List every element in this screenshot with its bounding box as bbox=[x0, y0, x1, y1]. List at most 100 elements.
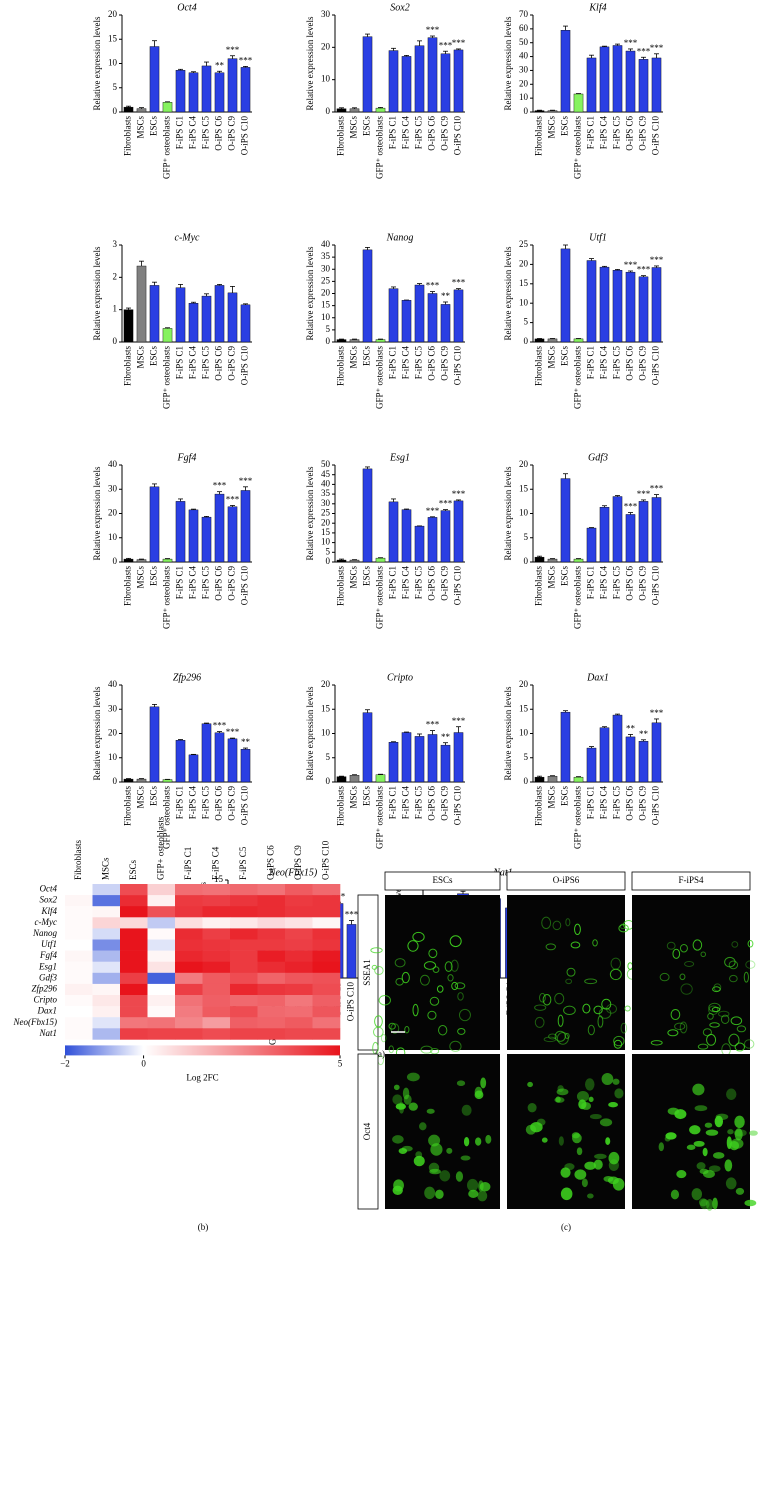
cell-blob bbox=[449, 935, 462, 948]
row-header-box bbox=[357, 1053, 379, 1210]
x-tick-label: GFP⁺ osteoblasts bbox=[375, 116, 385, 180]
heat-cell bbox=[147, 1017, 176, 1029]
chart-title: Neo(Fbx15) bbox=[268, 867, 318, 878]
x-tick-label: F-iPS C1 bbox=[586, 786, 596, 819]
x-tick-label: F-iPS C5 bbox=[612, 566, 622, 600]
cell-blob bbox=[609, 968, 622, 981]
x-tick-label: F-iPS C4 bbox=[188, 116, 198, 150]
error-bar bbox=[641, 56, 646, 60]
cell-blob bbox=[606, 1003, 617, 1014]
x-tick-label: F-iPS C5 bbox=[612, 346, 622, 380]
y-tick-label: 10 bbox=[321, 537, 331, 547]
column-label: O-iPS C6 bbox=[265, 845, 275, 880]
y-axis-label: Relative expression levels bbox=[92, 466, 102, 560]
error-bar bbox=[139, 260, 144, 267]
heat-cell bbox=[230, 972, 258, 985]
heat-cell bbox=[120, 917, 148, 929]
error-bar bbox=[378, 107, 383, 109]
significance-label: ** bbox=[626, 724, 636, 734]
heat-cell bbox=[230, 983, 258, 996]
heat-cell bbox=[65, 1017, 93, 1029]
cell-blob bbox=[599, 1118, 613, 1127]
cell-blob bbox=[424, 1186, 436, 1200]
column-header: O-iPS6 bbox=[553, 875, 580, 885]
heat-cell bbox=[65, 950, 93, 962]
heat-cell bbox=[147, 950, 176, 962]
colorbar-label: Log 2FC bbox=[186, 1072, 218, 1082]
cell-blob bbox=[689, 1125, 701, 1135]
heat-cell bbox=[65, 928, 93, 940]
bar bbox=[214, 493, 225, 563]
cell-blob bbox=[392, 1135, 404, 1144]
x-tick-label: MSCs bbox=[349, 786, 359, 809]
cell-blob bbox=[594, 1153, 607, 1160]
cell-blob bbox=[698, 1198, 708, 1207]
y-tick-label: 5 bbox=[524, 317, 529, 327]
heat-cell bbox=[257, 983, 286, 996]
y-tick-label: 30 bbox=[321, 498, 331, 508]
x-tick-label: F-iPS C1 bbox=[586, 116, 596, 149]
error-bar bbox=[602, 45, 607, 47]
x-tick-label: ESCs bbox=[149, 566, 159, 587]
x-tick-label: F-iPS C4 bbox=[188, 346, 198, 380]
heat-cell bbox=[202, 1006, 231, 1018]
error-bar bbox=[417, 283, 422, 286]
cell-blob bbox=[696, 1162, 706, 1170]
column-label: F-iPS C4 bbox=[210, 846, 220, 880]
x-tick-label: O-iPS C6 bbox=[427, 116, 437, 151]
y-axis-label: Relative expression levels bbox=[503, 466, 513, 560]
x-tick-label: O-iPS C6 bbox=[625, 346, 635, 381]
error-bar bbox=[204, 61, 209, 66]
cell-blob bbox=[743, 1039, 755, 1049]
error-bar bbox=[430, 730, 435, 735]
heat-cell bbox=[120, 972, 148, 985]
heat-cell bbox=[285, 928, 313, 940]
cell-blob bbox=[480, 1077, 487, 1089]
x-tick-label: ESCs bbox=[149, 116, 159, 137]
panel-label: (c) bbox=[561, 1222, 571, 1232]
cell-blob bbox=[557, 1014, 564, 1027]
heat-cell bbox=[147, 1006, 176, 1018]
row-label: Sox2 bbox=[40, 895, 58, 905]
heat-cell bbox=[230, 884, 258, 896]
cell-blob bbox=[564, 1032, 570, 1039]
bar bbox=[547, 110, 558, 113]
cell-blob bbox=[556, 1032, 569, 1045]
x-tick-label: F-iPS C5 bbox=[414, 346, 424, 380]
heat-cell bbox=[230, 928, 258, 940]
bar bbox=[599, 727, 610, 783]
cell-blob bbox=[729, 974, 738, 983]
cell-blob bbox=[707, 1012, 714, 1020]
heat-cell bbox=[175, 917, 203, 929]
cell-blob bbox=[705, 1129, 719, 1136]
bar bbox=[573, 338, 584, 343]
error-bar bbox=[628, 48, 633, 52]
cell-blob bbox=[429, 996, 440, 1006]
heat-cell bbox=[202, 884, 231, 896]
error-bar bbox=[537, 555, 542, 558]
cell-blob bbox=[426, 1108, 435, 1114]
column-header-box bbox=[631, 871, 751, 891]
bar bbox=[534, 110, 545, 113]
heat-cell bbox=[202, 895, 231, 907]
heat-cell bbox=[230, 939, 258, 951]
heat-cell bbox=[175, 950, 203, 962]
y-tick-label: 3 bbox=[113, 239, 118, 249]
error-bar bbox=[391, 498, 396, 502]
bar bbox=[123, 106, 134, 113]
bar bbox=[453, 289, 464, 343]
x-tick-label: MSCs bbox=[349, 116, 359, 139]
x-tick-label: F-iPS C4 bbox=[401, 346, 411, 380]
cell-blob bbox=[670, 1189, 680, 1200]
bar bbox=[375, 774, 386, 783]
bar bbox=[599, 506, 610, 563]
heat-cell bbox=[92, 950, 121, 962]
cell-blob bbox=[378, 994, 391, 1006]
heat-cell bbox=[120, 1017, 148, 1029]
heat-cell bbox=[120, 995, 148, 1007]
bar bbox=[427, 734, 438, 783]
significance-label: *** bbox=[452, 38, 466, 48]
heat-cell bbox=[120, 1006, 148, 1018]
bar bbox=[401, 300, 412, 343]
significance-label: *** bbox=[439, 40, 453, 50]
